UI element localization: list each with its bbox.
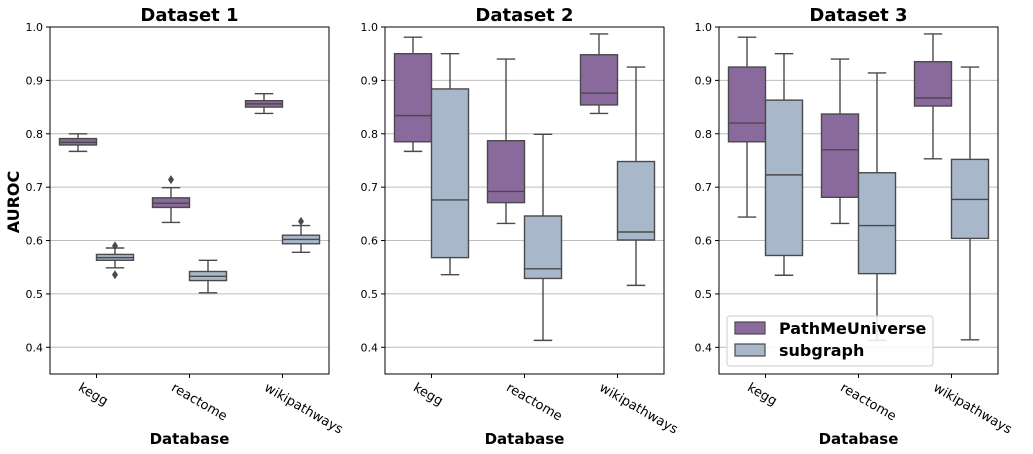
- y-tick-label: 0.5: [26, 288, 44, 301]
- box-subgraph-kegg: [430, 52, 470, 276]
- box-PathMeUniverse-kegg: [393, 36, 433, 153]
- chart-title: Dataset 1: [140, 5, 238, 26]
- y-tick-label: 0.8: [26, 128, 44, 141]
- y-tick-label: 0.5: [695, 288, 713, 301]
- y-tick-label: 1.0: [361, 21, 379, 34]
- box-PathMeUniverse-kegg: [58, 133, 98, 153]
- x-tick-label: reactome: [169, 380, 230, 424]
- chart-title: Dataset 3: [809, 5, 907, 26]
- chart-title: Dataset 2: [475, 5, 573, 26]
- legend-swatch-subgraph: [734, 343, 766, 357]
- y-tick-label: 0.6: [26, 235, 44, 248]
- y-tick-label: 0.8: [361, 128, 379, 141]
- box-iqr: [486, 140, 526, 204]
- box-iqr: [764, 99, 804, 257]
- y-tick-label: 0.9: [26, 74, 44, 87]
- x-axis-label: Database: [819, 430, 899, 448]
- box-iqr: [523, 215, 563, 280]
- box-iqr: [727, 66, 767, 143]
- box-iqr: [579, 54, 619, 106]
- box-PathMeUniverse-wikipathways: [579, 33, 619, 115]
- box-subgraph-kegg: [95, 241, 135, 280]
- y-tick-label: 0.9: [361, 74, 379, 87]
- x-tick-label: kegg: [76, 380, 111, 409]
- y-tick-label: 0.6: [361, 235, 379, 248]
- box-iqr: [857, 172, 897, 275]
- outlier-point: [298, 216, 304, 226]
- box-PathMeUniverse-kegg: [727, 36, 767, 218]
- chart-panel-1: 0.4 0.5 0.6 0.7 0.8 0.9 1.0 kegg reactome wikipat…: [26, 5, 346, 448]
- y-tick-label: 0.9: [695, 74, 713, 87]
- x-tick-label: kegg: [411, 380, 446, 409]
- y-tick-label: 0.7: [26, 181, 44, 194]
- x-axis-label: Database: [485, 430, 565, 448]
- box-iqr: [393, 52, 433, 143]
- y-tick-label: 0.4: [695, 341, 713, 354]
- box-PathMeUniverse-wikipathways: [913, 33, 953, 160]
- chart-panel-3: 0.4 0.5 0.6 0.7 0.8 0.9 1.0 kegg reactome wikipat…: [695, 5, 1015, 448]
- legend-swatch-PathMeUniverse: [734, 321, 766, 335]
- legend-frame: [726, 315, 934, 367]
- y-tick-label: 0.7: [695, 181, 713, 194]
- y-tick-label: 1.0: [26, 21, 44, 34]
- y-tick-label: 1.0: [695, 21, 713, 34]
- x-tick-label: reactome: [504, 380, 565, 424]
- x-tick-label: wikipathways: [931, 380, 1015, 437]
- y-tick-label: 0.5: [361, 288, 379, 301]
- box-subgraph-reactome: [523, 133, 563, 342]
- box-subgraph-wikipathways: [281, 216, 321, 253]
- box-PathMeUniverse-reactome: [151, 175, 191, 224]
- y-tick-label: 0.7: [361, 181, 379, 194]
- box-iqr: [430, 88, 470, 259]
- y-axis-label: AUROC: [4, 171, 23, 234]
- x-tick-label: wikipathways: [262, 380, 346, 437]
- y-tick-label: 0.4: [361, 341, 379, 354]
- x-tick-label: wikipathways: [597, 380, 681, 437]
- box-subgraph-reactome: [188, 259, 228, 294]
- chart-panel-2: 0.4 0.5 0.6 0.7 0.8 0.9 1.0 kegg reactome wikipat…: [361, 5, 681, 448]
- box-subgraph-kegg: [764, 52, 804, 276]
- box-iqr: [913, 61, 953, 107]
- x-axis-label: Database: [150, 430, 230, 448]
- box-subgraph-reactome: [857, 72, 897, 342]
- y-tick-label: 0.4: [26, 341, 44, 354]
- legend-label-subgraph: subgraph: [779, 341, 864, 360]
- legend: PathMeUniverse subgraph: [726, 315, 934, 367]
- box-subgraph-wikipathways: [950, 66, 990, 341]
- x-tick-label: reactome: [838, 380, 899, 424]
- box-PathMeUniverse-wikipathways: [244, 93, 284, 115]
- legend-label-PathMeUniverse: PathMeUniverse: [779, 319, 926, 338]
- box-PathMeUniverse-reactome: [820, 58, 860, 225]
- box-iqr: [616, 160, 656, 241]
- box-iqr: [820, 113, 860, 198]
- y-tick-label: 0.6: [695, 235, 713, 248]
- box-subgraph-wikipathways: [616, 66, 656, 287]
- outlier-point: [112, 270, 118, 280]
- y-tick-label: 0.8: [695, 128, 713, 141]
- x-tick-label: kegg: [745, 380, 780, 409]
- chart-panels: 0.4 0.5 0.6 0.7 0.8 0.9 1.0 kegg reactome wikipat…: [26, 5, 1015, 448]
- outlier-point: [112, 241, 118, 251]
- box-PathMeUniverse-reactome: [486, 58, 526, 225]
- outlier-point: [168, 175, 174, 185]
